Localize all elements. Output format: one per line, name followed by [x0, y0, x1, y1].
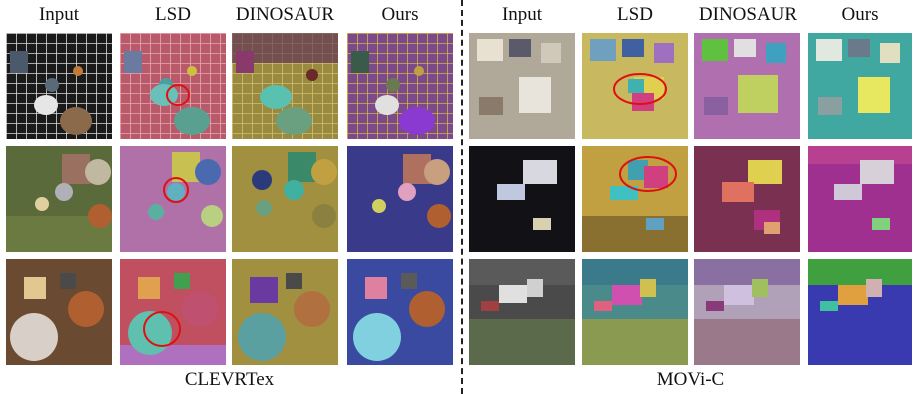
movic-input-image: [469, 146, 575, 252]
movic-lsd-image: [582, 259, 688, 365]
panel-caption-clevrtex: CLEVRTex: [184, 369, 275, 390]
panel-caption-movic: MOVi-C: [656, 369, 725, 390]
movic-dinosaur-image: [694, 146, 800, 252]
movic-lsd-image: [582, 33, 688, 139]
clevrtex-dinosaur-image: [232, 146, 338, 252]
clevrtex-ours-image: [347, 33, 453, 139]
clevrtex-lsd-image: [120, 33, 226, 139]
col-header-input: Input: [38, 4, 80, 25]
movic-dinosaur-image: [694, 33, 800, 139]
col-header-dinosaur: DINOSAUR: [698, 4, 798, 25]
clevrtex-dinosaur-image: [232, 259, 338, 365]
movic-ours-image: [808, 33, 912, 139]
movic-input-image: [469, 259, 575, 365]
movic-input-image: [469, 33, 575, 139]
movic-ours-image: [808, 259, 912, 365]
movic-dinosaur-image: [694, 259, 800, 365]
clevrtex-dinosaur-image: [232, 33, 338, 139]
clevrtex-ours-image: [347, 259, 453, 365]
clevrtex-input-image: [6, 259, 112, 365]
col-header-input: Input: [501, 4, 543, 25]
movic-ours-image: [808, 146, 912, 252]
col-header-ours: Ours: [841, 4, 879, 25]
clevrtex-lsd-image: [120, 146, 226, 252]
col-header-lsd: LSD: [155, 4, 191, 25]
clevrtex-input-image: [6, 33, 112, 139]
col-header-lsd: LSD: [617, 4, 653, 25]
clevrtex-lsd-image: [120, 259, 226, 365]
panel-divider: [461, 0, 463, 394]
col-header-ours: Ours: [381, 4, 419, 25]
col-header-dinosaur: DINOSAUR: [235, 4, 335, 25]
clevrtex-input-image: [6, 146, 112, 252]
movic-lsd-image: [582, 146, 688, 252]
clevrtex-ours-image: [347, 146, 453, 252]
